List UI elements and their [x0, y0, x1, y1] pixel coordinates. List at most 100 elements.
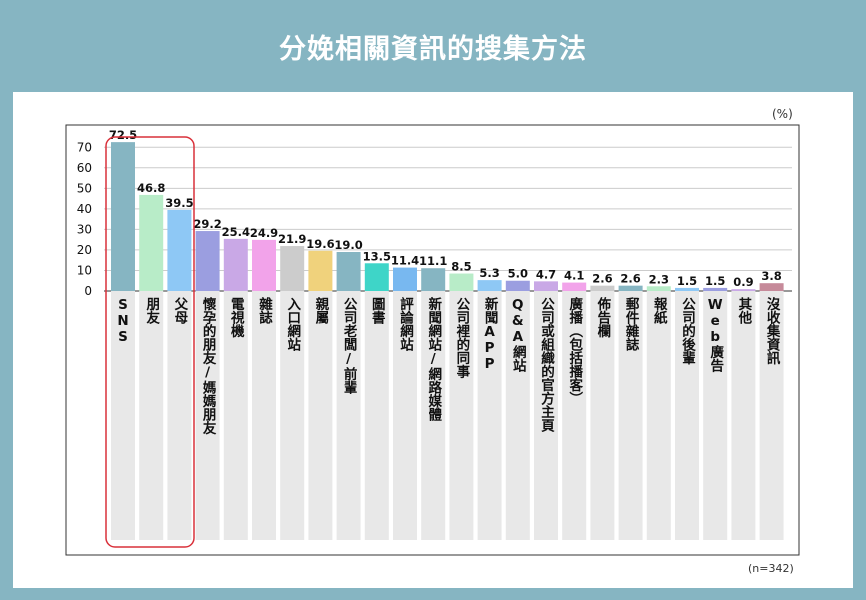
bar-value-label: 19.0 [334, 238, 362, 252]
bar-label-track [477, 291, 502, 540]
bar [223, 238, 248, 291]
bar-value-label: 2.6 [620, 272, 640, 286]
category-label: 朋友 [143, 297, 161, 326]
bar-label-track [618, 291, 643, 540]
bar-value-label: 8.5 [451, 260, 471, 274]
bar-label-track [111, 291, 135, 540]
bar-value-label: 21.9 [278, 232, 306, 246]
bar-label-track [308, 291, 333, 540]
category-label: 圖書 [369, 297, 386, 326]
category-label: 電視機 [228, 296, 246, 339]
bar [195, 231, 220, 291]
bar-label-track [449, 291, 474, 540]
category-label: 其他 [735, 297, 753, 326]
bar-label-track [223, 291, 248, 540]
bar-value-label: 4.7 [536, 267, 556, 281]
bar [759, 283, 784, 291]
bar [111, 142, 135, 291]
y-tick-label: 10 [77, 263, 92, 277]
category-label: 評論網站 [397, 296, 414, 353]
bar-value-label: 2.3 [649, 272, 669, 286]
bar [703, 287, 728, 291]
bar-label-track [195, 291, 220, 540]
bar-label-track [675, 291, 699, 540]
bar [308, 250, 333, 291]
bar-label-track [590, 291, 615, 540]
bar-label-track [646, 291, 671, 540]
bar [364, 263, 389, 291]
y-tick-label: 70 [77, 140, 92, 154]
bar-label-track [534, 291, 558, 540]
category-label: 公司老闆/前輩 [341, 297, 358, 396]
y-tick-label: 60 [77, 161, 92, 175]
bar-label-track [562, 291, 587, 540]
bar-label-track [336, 291, 361, 540]
y-tick-label: 40 [77, 202, 92, 216]
bar [280, 246, 305, 291]
category-label: Q&A網站 [510, 297, 527, 373]
bar-value-label: 11.4 [391, 254, 419, 268]
bar [421, 268, 446, 291]
bar-label-track [421, 291, 446, 540]
bar [167, 209, 192, 291]
bar-label-track [759, 291, 784, 540]
category-label: SNS [115, 297, 131, 345]
bar-value-label: 72.5 [109, 128, 137, 142]
bar-value-label: 3.8 [761, 269, 781, 283]
bar [618, 285, 643, 291]
bar-value-label: 0.9 [733, 275, 753, 289]
bar-value-label: 29.2 [193, 217, 221, 231]
category-label: 新聞APP [482, 296, 499, 372]
chart-title: 分娩相關資訊的搜集方法 [279, 33, 587, 65]
y-tick-label: 30 [77, 222, 92, 236]
bar [534, 281, 558, 291]
category-label: 新聞網站/網路媒體 [425, 296, 442, 423]
highlight-box [105, 136, 195, 548]
bar [590, 285, 615, 291]
bar [731, 289, 756, 291]
bar [646, 286, 671, 291]
category-label: 廣播（包括播客） [566, 296, 584, 405]
bar-label-track [505, 291, 530, 540]
sample-size-label: (n=342) [748, 562, 794, 575]
category-label: 公司或組織的官方主頁 [538, 297, 555, 434]
bar-value-label: 19.6 [306, 237, 334, 251]
bar-value-label: 46.8 [137, 181, 165, 195]
bar-label-track [139, 291, 164, 540]
category-label: 公司裡的同事 [453, 297, 471, 380]
category-label: 入口網站 [284, 297, 301, 353]
category-label: Web廣告 [707, 297, 724, 373]
y-tick-label: 50 [77, 181, 92, 195]
bar-value-label: 1.5 [705, 274, 725, 288]
bar-label-track [364, 291, 389, 540]
bar-value-label: 5.0 [508, 267, 528, 281]
bar-value-label: 24.9 [250, 226, 278, 240]
category-label: 懷孕的朋友/媽媽朋友 [200, 296, 218, 436]
category-label: 報紙 [651, 296, 668, 326]
bar-value-label: 39.5 [165, 196, 193, 210]
bar-label-track [731, 291, 756, 540]
category-label: 郵件雜誌 [623, 296, 640, 352]
y-tick-label: 0 [84, 284, 92, 298]
category-label: 親屬 [312, 296, 329, 326]
bar [139, 194, 164, 291]
bar-value-label: 2.6 [592, 272, 612, 286]
bar-value-label: 25.4 [222, 225, 250, 239]
bar-label-track [252, 291, 276, 540]
bar-value-label: 1.5 [677, 274, 697, 288]
unit-label: (%) [772, 107, 793, 121]
bar-label-track [280, 291, 305, 540]
category-label: 雜誌 [256, 296, 273, 325]
bar-label-track [703, 291, 728, 540]
bar-label-track [393, 291, 417, 540]
category-label: 佈告欄 [594, 296, 612, 339]
bar [252, 239, 276, 291]
category-label: 公司的後輩 [679, 297, 696, 366]
bar-value-label: 13.5 [363, 249, 391, 263]
bar [449, 273, 474, 291]
bar [675, 287, 699, 291]
bar [393, 267, 417, 291]
plot-frame [65, 124, 800, 556]
bar [562, 282, 587, 291]
